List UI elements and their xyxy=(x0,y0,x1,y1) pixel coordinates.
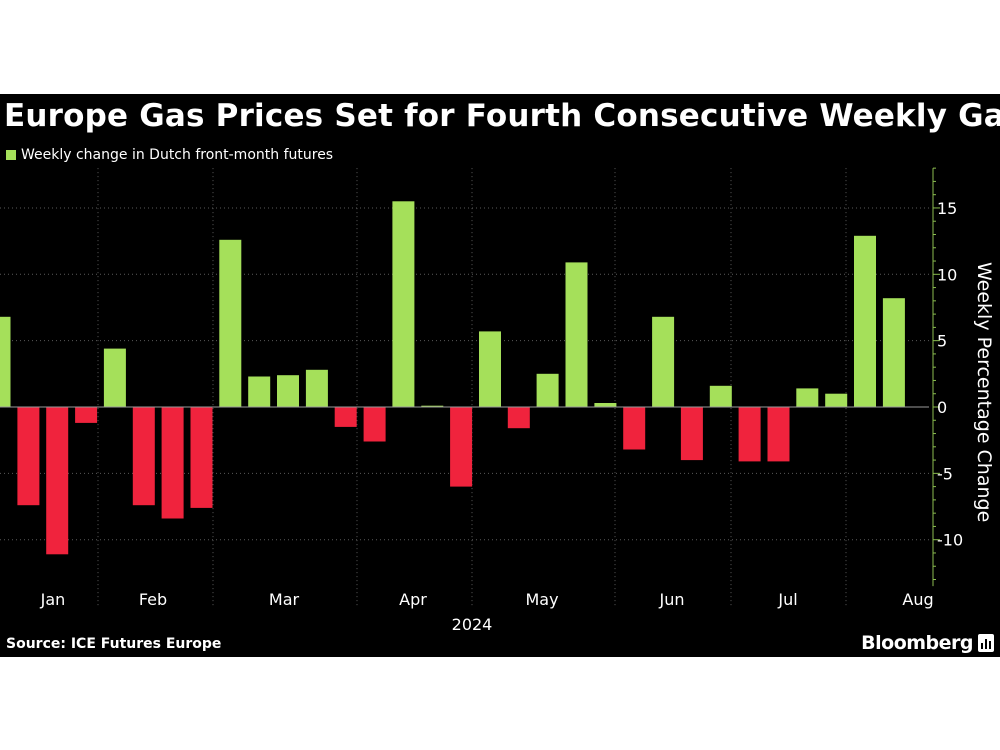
brand: Bloomberg xyxy=(861,632,994,654)
y-tick-label: -10 xyxy=(937,531,963,550)
bar xyxy=(738,407,761,462)
month-label: Jun xyxy=(659,590,685,609)
bar xyxy=(421,405,444,407)
bar xyxy=(479,331,501,407)
bar xyxy=(565,262,588,407)
bar xyxy=(0,316,11,407)
bar xyxy=(219,239,242,407)
bar xyxy=(767,407,790,462)
chart-title: Europe Gas Prices Set for Fourth Consecu… xyxy=(4,98,1000,134)
bar xyxy=(190,407,213,508)
chart-panel: Europe Gas Prices Set for Fourth Consecu… xyxy=(0,94,1000,657)
bar xyxy=(450,407,473,487)
bar xyxy=(623,407,646,450)
bar xyxy=(46,407,69,555)
bar xyxy=(17,407,40,506)
bar xyxy=(507,407,530,429)
month-label: Jan xyxy=(40,590,66,609)
bar xyxy=(594,403,617,407)
bar xyxy=(103,348,126,407)
y-axis-title: Weekly Percentage Change xyxy=(973,262,995,522)
bar xyxy=(680,407,703,461)
bar xyxy=(652,316,675,407)
month-label: Jul xyxy=(777,590,797,609)
month-label: May xyxy=(525,590,558,609)
bar xyxy=(277,375,299,407)
bar xyxy=(248,376,271,407)
source-note: Source: ICE Futures Europe xyxy=(6,636,222,652)
month-label: Apr xyxy=(399,590,427,609)
legend: Weekly change in Dutch front-month futur… xyxy=(6,146,333,164)
bar xyxy=(854,235,876,407)
year-label: 2024 xyxy=(452,615,493,634)
bar xyxy=(709,385,732,407)
bar xyxy=(334,407,357,427)
brand-name: Bloomberg xyxy=(861,632,973,654)
y-tick-label: 5 xyxy=(937,332,947,351)
bar xyxy=(882,298,905,407)
bar xyxy=(75,407,98,423)
bar xyxy=(825,393,848,407)
y-tick-label: 10 xyxy=(937,265,957,284)
legend-swatch xyxy=(6,150,16,160)
bar xyxy=(796,388,819,407)
month-label: Mar xyxy=(269,590,300,609)
month-label: Aug xyxy=(902,590,933,609)
bar xyxy=(161,407,184,519)
legend-label: Weekly change in Dutch front-month futur… xyxy=(21,147,334,163)
bar-chart: 15 10 5 0 -5 -10 Weekly Percentage Change Jan Fe… xyxy=(0,167,995,634)
y-tick-label: 15 xyxy=(937,199,957,218)
bar xyxy=(132,407,155,506)
month-label: Feb xyxy=(139,590,167,609)
bloomberg-logo-icon xyxy=(978,634,994,652)
bar xyxy=(536,373,559,407)
bar xyxy=(392,201,415,407)
bar xyxy=(305,369,328,407)
bar xyxy=(363,407,386,442)
y-tick-label: -5 xyxy=(937,464,953,483)
y-tick-label: 0 xyxy=(937,398,947,417)
